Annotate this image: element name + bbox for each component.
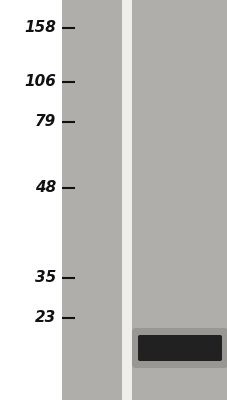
Bar (121, 0, 131, 400)
Bar (131, 0, 227, 400)
FancyBboxPatch shape (131, 328, 227, 368)
Text: 106: 106 (24, 74, 56, 90)
Text: 79: 79 (35, 114, 56, 130)
Text: 48: 48 (35, 180, 56, 196)
Bar (62, 0, 121, 400)
Text: 23: 23 (35, 310, 56, 326)
Text: 35: 35 (35, 270, 56, 286)
Text: 158: 158 (24, 20, 56, 36)
FancyBboxPatch shape (137, 335, 221, 361)
